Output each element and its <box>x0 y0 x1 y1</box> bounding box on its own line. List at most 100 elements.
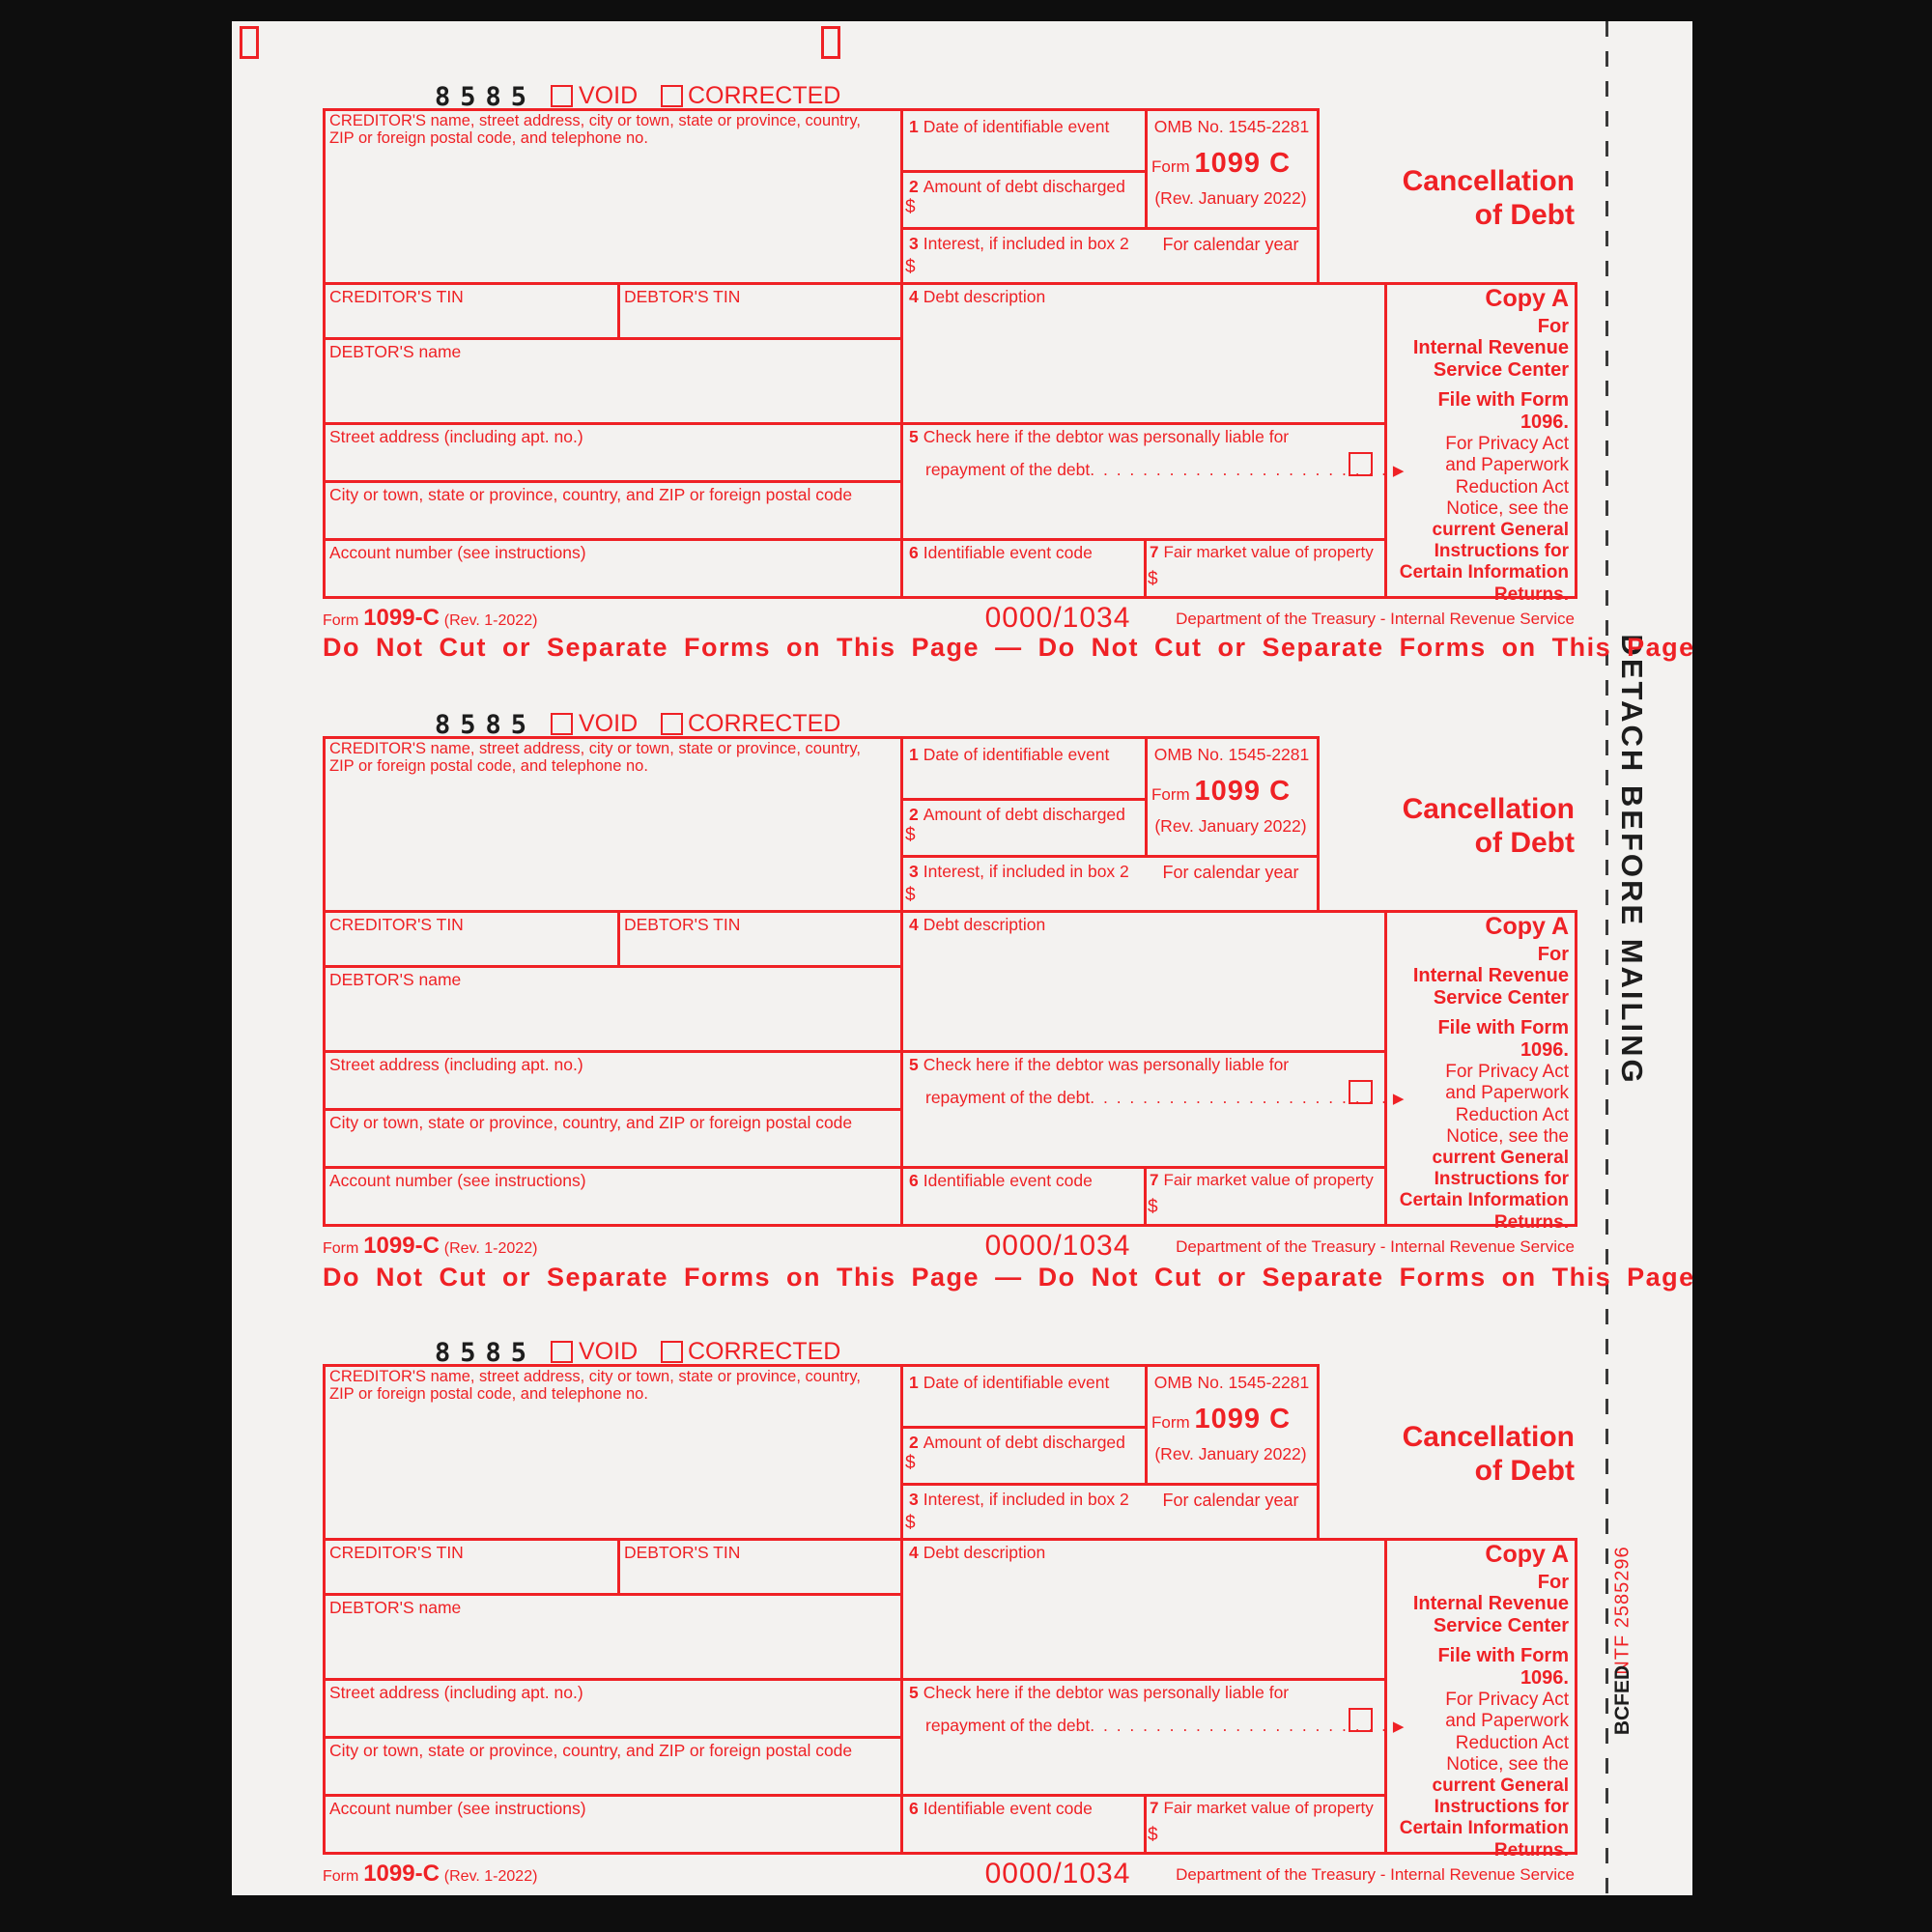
border-line <box>1317 1364 1320 1541</box>
registration-mark-left <box>240 26 259 59</box>
box5-checkbox[interactable] <box>1349 1080 1373 1104</box>
border-line <box>900 227 1320 230</box>
box4-label: 4 Debt description <box>909 287 1046 306</box>
box1-label: 1 Date of identifiable event <box>909 1373 1110 1392</box>
border-line <box>900 1426 1148 1429</box>
debtor-name-label: DEBTOR'S name <box>329 970 462 989</box>
box5-checkbox[interactable] <box>1349 1708 1373 1732</box>
box4-number: 4 <box>909 287 919 306</box>
box7-dollar-sign: $ <box>1148 1197 1158 1217</box>
box3-dollar-sign: $ <box>905 257 916 277</box>
creditor-tin-label: CREDITOR'S TIN <box>329 1543 464 1562</box>
border-line <box>323 1108 903 1111</box>
box1-label: 1 Date of identifiable event <box>909 117 1110 136</box>
corrected-label: CORRECTED <box>688 710 841 737</box>
box2-label: 2 Amount of debt discharged <box>909 1433 1125 1452</box>
box3-dollar-sign: $ <box>905 885 916 905</box>
box5-label-line1: 5 Check here if the debtor was personally… <box>909 1683 1290 1702</box>
copy-a-block: Copy A For Internal Revenue Service Cent… <box>1391 1541 1569 1861</box>
street-address-label: Street address (including apt. no.) <box>329 1055 583 1074</box>
box7-number: 7 <box>1150 1171 1159 1189</box>
omb-number: OMB No. 1545-2281 <box>1153 117 1310 136</box>
footer-catalog-code: 0000/1034 <box>984 1230 1131 1262</box>
file-with-1096-note: File with Form 1096. <box>1437 389 1569 434</box>
box5-label-line2: repayment of the debt. . . . . . . . . .… <box>925 460 1405 479</box>
box3-number: 3 <box>909 1490 919 1509</box>
revision-date: (Rev. January 2022) <box>1154 188 1307 208</box>
calendar-year-label: For calendar year <box>1162 863 1299 882</box>
box2-dollar-sign: $ <box>905 1453 916 1473</box>
box6-label: 6 Identifiable event code <box>909 1799 1093 1818</box>
border-line <box>323 1050 1387 1053</box>
box4-number: 4 <box>909 1543 919 1562</box>
arrow-right-icon: ▶ <box>1392 463 1405 479</box>
border-line <box>617 910 620 965</box>
box6-label: 6 Identifiable event code <box>909 543 1093 562</box>
border-line <box>323 282 1577 285</box>
box2-number: 2 <box>909 177 919 196</box>
box5-checkbox[interactable] <box>1349 452 1373 476</box>
omb-number: OMB No. 1545-2281 <box>1153 1373 1310 1392</box>
box3-label: 3 Interest, if included in box 2 <box>909 862 1129 881</box>
creditor-tin-label: CREDITOR'S TIN <box>329 915 464 934</box>
border-line <box>1145 736 1148 858</box>
copy-a-title: Copy A <box>1485 285 1569 312</box>
border-line <box>323 1736 903 1739</box>
box5-label-line2: repayment of the debt. . . . . . . . . .… <box>925 1088 1405 1107</box>
footer-department: Department of the Treasury - Internal Re… <box>1176 1865 1575 1884</box>
border-line <box>323 965 903 968</box>
debtor-name-label: DEBTOR'S name <box>329 1598 462 1617</box>
box4-number: 4 <box>909 915 919 934</box>
box7-label: 7 Fair market value of property <box>1150 1799 1374 1817</box>
copy-a-title: Copy A <box>1485 913 1569 940</box>
border-line <box>323 538 1387 541</box>
account-number-label: Account number (see instructions) <box>329 1171 586 1190</box>
arrow-right-icon: ▶ <box>1392 1719 1405 1735</box>
border-line <box>1384 910 1387 1227</box>
border-line <box>323 1852 1577 1855</box>
box2-dollar-sign: $ <box>905 825 916 845</box>
perforation-dashed-line <box>1605 21 1608 1895</box>
debtor-tin-label: DEBTOR'S TIN <box>624 915 741 934</box>
border-line <box>900 1483 1320 1486</box>
copy-a-title: Copy A <box>1485 1541 1569 1568</box>
border-line <box>323 1593 903 1596</box>
void-label: VOID <box>579 1338 639 1365</box>
border-line <box>323 596 1577 599</box>
border-line <box>1145 108 1148 230</box>
account-number-label: Account number (see instructions) <box>329 543 586 562</box>
box1-number: 1 <box>909 745 919 764</box>
box5-label-line1: 5 Check here if the debtor was personally… <box>909 1055 1290 1074</box>
corrected-checkbox[interactable] <box>661 1341 683 1363</box>
border-line <box>900 855 1320 858</box>
border-line <box>900 170 1148 173</box>
dot-leader: . . . . . . . . . . . . . . . . . . . . … <box>1090 1716 1389 1735</box>
box6-number: 6 <box>909 1171 919 1190</box>
do-not-cut-warning: Do Not Cut or Separate Forms on This Pag… <box>323 633 1695 662</box>
form-number-line: Form 1099 C <box>1151 148 1292 179</box>
form-title: Cancellation of Debt <box>1402 165 1575 231</box>
omb-number: OMB No. 1545-2281 <box>1153 745 1310 764</box>
copy-a-block: Copy A For Internal Revenue Service Cent… <box>1391 913 1569 1234</box>
border-line <box>323 108 1320 111</box>
form-1099c-copy: 8585 VOID CORRECTED CREDITOR'S name, str… <box>232 710 1692 1338</box>
void-checkbox[interactable] <box>551 1341 573 1363</box>
box5-number: 5 <box>909 427 919 446</box>
box4-label: 4 Debt description <box>909 915 1046 934</box>
footer-department: Department of the Treasury - Internal Re… <box>1176 610 1575 628</box>
print-code-8585: 8585 <box>435 710 537 740</box>
border-line <box>323 422 1387 425</box>
border-line <box>1575 282 1577 599</box>
border-line <box>900 736 903 1227</box>
corrected-checkbox[interactable] <box>661 713 683 735</box>
corrected-checkbox[interactable] <box>661 85 683 107</box>
creditor-name-address-label: CREDITOR'S name, street address, city or… <box>329 112 861 148</box>
border-line <box>1575 1538 1577 1855</box>
border-line <box>323 1224 1577 1227</box>
void-checkbox[interactable] <box>551 713 573 735</box>
box5-label-line1: 5 Check here if the debtor was personally… <box>909 427 1290 446</box>
form-1099c-copy: 8585 VOID CORRECTED CREDITOR'S name, str… <box>232 1338 1692 1932</box>
void-checkbox[interactable] <box>551 85 573 107</box>
form-number-line: Form 1099 C <box>1151 1404 1292 1435</box>
border-line <box>1317 108 1320 285</box>
